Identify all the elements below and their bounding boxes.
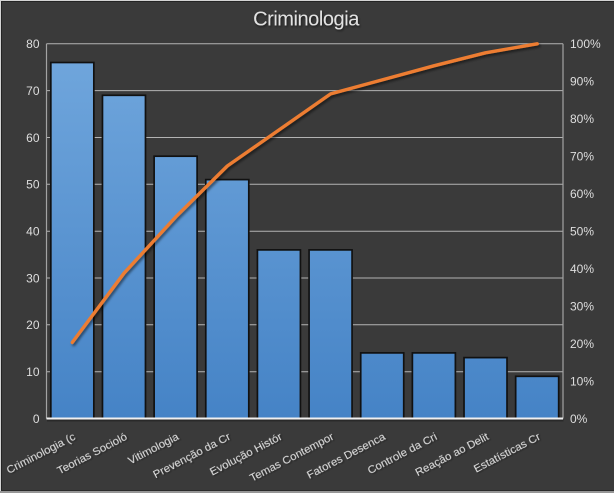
svg-text:60%: 60% xyxy=(570,187,594,201)
svg-text:10: 10 xyxy=(26,365,40,379)
svg-text:30%: 30% xyxy=(570,299,594,313)
svg-text:50%: 50% xyxy=(570,225,594,239)
svg-text:50: 50 xyxy=(26,178,40,192)
svg-text:40%: 40% xyxy=(570,262,594,276)
svg-text:70%: 70% xyxy=(570,150,594,164)
svg-text:90%: 90% xyxy=(570,75,594,89)
svg-text:10%: 10% xyxy=(570,374,594,388)
svg-text:20%: 20% xyxy=(570,337,594,351)
svg-text:0: 0 xyxy=(33,412,40,426)
svg-text:0%: 0% xyxy=(570,412,588,426)
svg-text:40: 40 xyxy=(26,225,40,239)
svg-text:80: 80 xyxy=(26,37,40,51)
svg-text:80%: 80% xyxy=(570,112,594,126)
svg-text:30: 30 xyxy=(26,271,40,285)
svg-text:70: 70 xyxy=(26,84,40,98)
svg-text:60: 60 xyxy=(26,131,40,145)
svg-text:100%: 100% xyxy=(570,37,601,51)
svg-text:20: 20 xyxy=(26,318,40,332)
svg-text:Criminologia: Criminologia xyxy=(253,9,360,31)
